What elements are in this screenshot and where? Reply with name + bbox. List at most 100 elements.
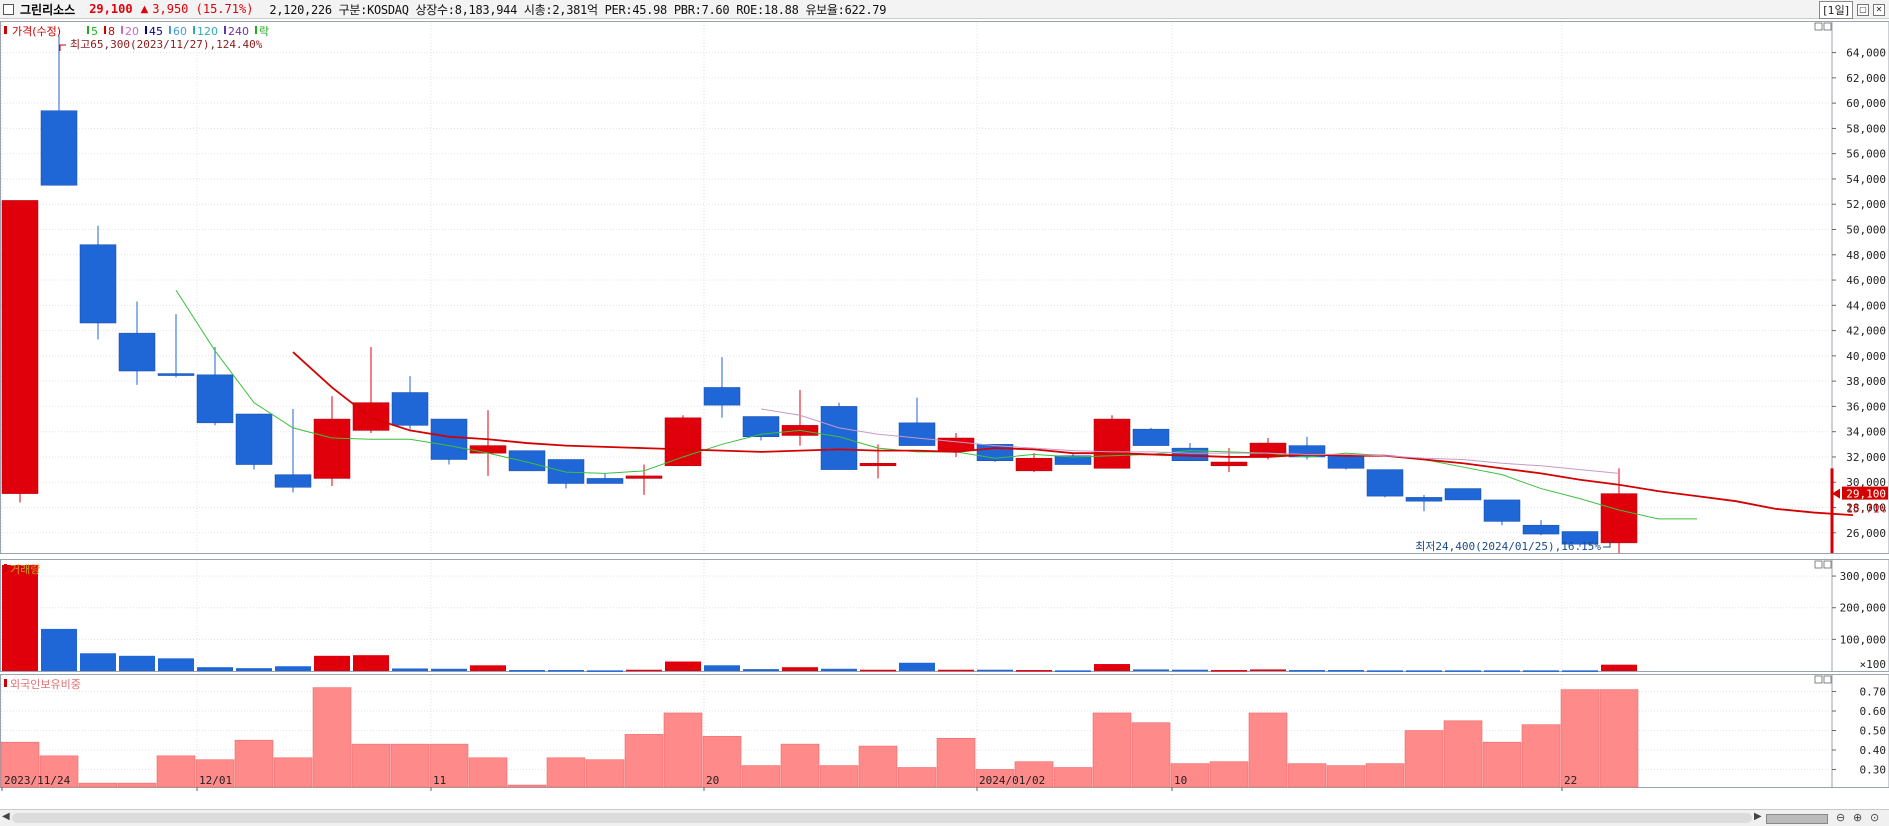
price-tick-label: 40,000 xyxy=(1846,350,1886,363)
period-button[interactable]: [1일] xyxy=(1819,1,1853,19)
foreign-ratio-bar xyxy=(741,765,781,788)
volume-bar xyxy=(1445,670,1481,672)
volume-bar xyxy=(821,668,857,671)
volume-tick-label: 100,000 xyxy=(1840,633,1886,646)
foreign-ratio-bar xyxy=(429,743,469,788)
scroll-left-icon[interactable]: ◀ xyxy=(2,811,10,822)
date-label: 10 xyxy=(1174,774,1187,787)
foreign-ratio-bar xyxy=(117,782,157,788)
foreign-ratio-bar xyxy=(858,745,898,788)
price-tick-label: 30,000 xyxy=(1846,476,1886,489)
candle xyxy=(79,244,117,324)
foreign-title: 외국인보유비중 xyxy=(10,678,81,691)
volume-pane-minimize-icon[interactable] xyxy=(1814,560,1823,569)
ma-line-20 xyxy=(292,351,1854,516)
foreign-ratio-bar xyxy=(624,734,664,788)
candle xyxy=(1015,457,1053,472)
volume-unit-label: ×100 xyxy=(1860,658,1887,671)
foreign-tick-label: 0.50 xyxy=(1860,725,1887,738)
maximize-icon[interactable]: ▢ xyxy=(1857,4,1869,16)
legend-marker xyxy=(121,26,123,34)
foreign-ratio-bar xyxy=(1092,712,1132,788)
price-pane-minimize-icon[interactable] xyxy=(1814,22,1823,31)
legend-marker xyxy=(169,26,171,34)
scroll-track[interactable] xyxy=(12,813,1752,823)
price-tick-label: 46,000 xyxy=(1846,274,1886,287)
price-pane-maximize-icon[interactable] xyxy=(1823,22,1832,31)
candle xyxy=(508,450,546,472)
candle xyxy=(859,463,897,467)
volume-bar xyxy=(197,667,233,671)
volume-bar xyxy=(1289,670,1325,672)
stock-chart[interactable]: 26,000 28,000 30,000 32,000 34,000 36,000 38,0… xyxy=(0,19,1889,809)
volume-bar xyxy=(119,655,155,671)
zoom-in-icon[interactable]: ⊕ xyxy=(1853,811,1863,824)
zoom-reset-icon[interactable]: ⊙ xyxy=(1870,811,1880,824)
foreign-ratio-bar xyxy=(1131,722,1171,788)
legend-marker xyxy=(224,26,226,34)
foreign-ratio-pane-maximize-icon[interactable] xyxy=(1823,675,1832,684)
candle xyxy=(703,387,741,406)
volume-bar xyxy=(275,666,311,671)
price-tick-label: 54,000 xyxy=(1846,173,1886,186)
foreign-ratio-bar xyxy=(312,687,352,788)
price-tick-label: 36,000 xyxy=(1846,400,1886,413)
foreign-ratio-bar xyxy=(1326,765,1366,788)
candle xyxy=(1210,461,1248,467)
legend-marker xyxy=(87,26,89,34)
price-tick-label: 48,000 xyxy=(1846,249,1886,262)
low-annotation: 최저24,400(2024/01/25),16.15% xyxy=(1415,540,1601,553)
legend-marker xyxy=(255,26,257,34)
candle xyxy=(625,475,663,479)
legend-marker xyxy=(4,26,7,34)
foreign-ratio-bar xyxy=(507,784,547,788)
volume-bar xyxy=(587,670,623,672)
candle xyxy=(118,332,156,372)
legend-item: 락 xyxy=(259,25,269,38)
legend-item: 가격(수정) xyxy=(12,25,61,38)
candle xyxy=(664,417,702,467)
volume-bar xyxy=(860,669,896,672)
candle xyxy=(1327,455,1365,469)
low-arrow-icon xyxy=(1603,541,1611,548)
volume-bar xyxy=(1055,670,1091,672)
volume-bar xyxy=(1367,670,1403,672)
high-annotation: 최고65,300(2023/11/27),124.40% xyxy=(70,38,263,51)
foreign-ratio-bar xyxy=(1014,761,1054,788)
volume-bar xyxy=(41,628,77,671)
price-tag-value: 29,100 xyxy=(1846,488,1886,501)
price-tick-label: 50,000 xyxy=(1846,224,1886,237)
volume-pane-maximize-icon[interactable] xyxy=(1823,560,1832,569)
foreign-ratio-bar xyxy=(1365,763,1405,788)
candle xyxy=(391,392,429,426)
foreign-ratio-bar xyxy=(351,743,391,788)
price-tick-label: 44,000 xyxy=(1846,299,1886,312)
foreign-ratio-bar xyxy=(468,757,508,788)
candle xyxy=(742,416,780,437)
legend-item: 8 xyxy=(108,25,115,38)
scroll-right-icon[interactable]: ▶ xyxy=(1754,811,1762,822)
price-tick-label: 62,000 xyxy=(1846,72,1886,85)
volume-bar xyxy=(743,669,779,671)
foreign-ratio-pane-minimize-icon[interactable] xyxy=(1814,675,1823,684)
volume-title: 거래량 xyxy=(10,563,40,576)
foreign-ratio-bar xyxy=(1521,724,1561,788)
volume-bar xyxy=(236,668,272,671)
candle xyxy=(352,402,390,431)
close-icon[interactable]: ✕ xyxy=(1873,4,1885,16)
window-controls: [1일] ▢ ✕ xyxy=(1819,1,1885,19)
volume-bar xyxy=(977,669,1013,672)
volume-bar xyxy=(158,658,194,671)
volume-bar xyxy=(938,669,974,672)
price-tick-label: 26,000 xyxy=(1846,527,1886,540)
price-tick-label: 42,000 xyxy=(1846,325,1886,338)
select-checkbox[interactable] xyxy=(3,3,14,15)
horizontal-scrollbar[interactable]: ◀ ▶ ⊖ ⊕ ⊙ xyxy=(0,809,1889,826)
zoom-out-icon[interactable]: ⊖ xyxy=(1836,811,1846,824)
candle xyxy=(157,373,195,376)
volume-bar xyxy=(548,670,584,672)
foreign-ratio-bar xyxy=(195,759,235,788)
price-tick-label: 56,000 xyxy=(1846,148,1886,161)
volume-bar xyxy=(1172,669,1208,672)
zoom-slider[interactable] xyxy=(1766,814,1828,824)
